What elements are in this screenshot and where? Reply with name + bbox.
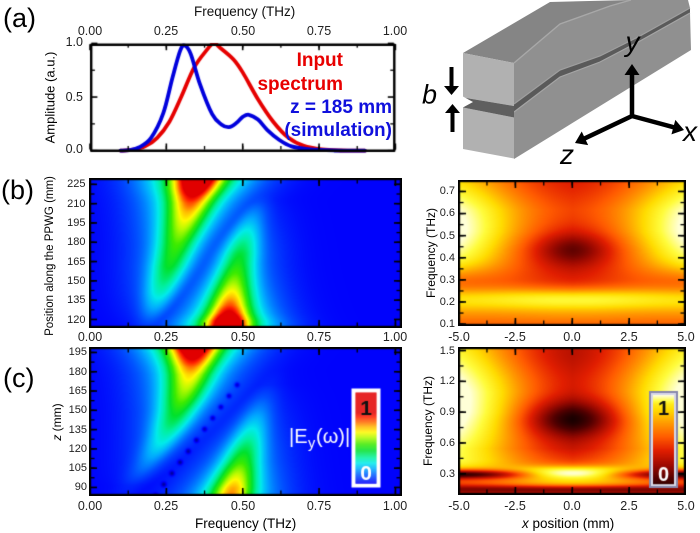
svg-text:y: y <box>624 26 642 57</box>
svg-text:z: z <box>559 139 574 170</box>
svg-text:b: b <box>422 80 437 110</box>
svg-text:x: x <box>681 116 698 147</box>
